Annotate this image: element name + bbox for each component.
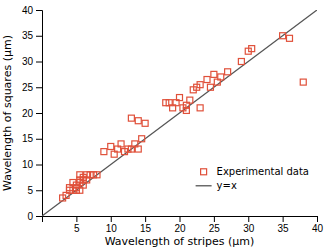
tick-mark — [36, 165, 42, 166]
tick-label: 15 — [140, 223, 152, 234]
tick-mark — [36, 62, 42, 63]
tick: 10 — [106, 216, 118, 234]
x-axis: 5 10 15 20 25 30 35 40 — [43, 216, 324, 234]
legend-label: y=x — [217, 180, 237, 191]
tick-mark — [317, 216, 318, 222]
y-axis-title: Wavelength of squares (μm) — [1, 35, 14, 191]
point — [225, 69, 231, 75]
line — [42, 10, 317, 216]
tick-mark — [214, 216, 215, 222]
tick-label: 20 — [22, 108, 34, 119]
point — [101, 149, 107, 155]
tick-mark — [36, 216, 42, 217]
tick: 40 — [312, 216, 324, 234]
point — [197, 82, 203, 88]
tick: 40 — [22, 5, 42, 16]
chart: 5 10 15 20 25 30 35 40 0 5 10 15 20 25 30 35 40 Experimen… — [0, 0, 331, 250]
tick-label: 40 — [312, 223, 324, 234]
tick-mark — [180, 216, 181, 222]
legend-swatch — [196, 185, 212, 186]
tick-label: 20 — [174, 223, 186, 234]
point — [177, 95, 183, 101]
tick: 20 — [22, 108, 42, 119]
tick-label: 25 — [209, 223, 221, 234]
tick: 15 — [140, 216, 152, 234]
tick-label: 35 — [278, 223, 290, 234]
point — [280, 33, 286, 39]
x-axis-title: Wavelength of stripes (μm) — [105, 235, 255, 248]
point — [287, 35, 293, 41]
point — [204, 77, 210, 83]
marks — [42, 10, 317, 216]
tick-label: 30 — [243, 223, 255, 234]
tick: 0 — [27, 211, 42, 222]
tick-mark — [36, 113, 42, 114]
tick-label: 25 — [22, 82, 34, 93]
point — [142, 120, 148, 126]
tick-mark — [36, 139, 42, 140]
axis-line — [36, 11, 43, 217]
tick: 5 — [74, 216, 80, 234]
tick-label: 10 — [106, 223, 118, 234]
tick-label: 0 — [27, 211, 33, 222]
point — [207, 84, 213, 90]
tick: 10 — [22, 159, 42, 170]
tick: 20 — [174, 216, 186, 234]
y-axis: 0 5 10 15 20 25 30 35 40 — [22, 5, 43, 222]
tick-mark — [36, 10, 42, 11]
tick-label: 35 — [22, 30, 34, 41]
tick-label: 30 — [22, 56, 34, 67]
tick-mark — [36, 36, 42, 37]
point — [135, 146, 141, 152]
tick-label: 5 — [74, 223, 80, 234]
tick-label: 15 — [22, 133, 34, 144]
tick-mark — [36, 87, 42, 88]
tick-mark — [111, 216, 112, 222]
point — [94, 172, 100, 178]
point — [128, 115, 134, 121]
tick-label: 10 — [22, 159, 34, 170]
point — [218, 74, 224, 80]
point — [238, 59, 244, 65]
tick-mark — [36, 190, 42, 191]
point — [197, 105, 203, 111]
tick: 25 — [22, 82, 42, 93]
tick-label: 40 — [22, 5, 34, 16]
tick: 5 — [27, 185, 42, 196]
axis-line — [43, 217, 318, 223]
plot: 5 10 15 20 25 30 35 40 0 5 10 15 20 25 30 35 40 Experimen… — [22, 5, 324, 234]
tick-mark — [76, 216, 77, 222]
point — [249, 46, 255, 52]
legend-item: y=x — [196, 180, 237, 191]
tick: 15 — [22, 133, 42, 144]
point — [300, 79, 306, 85]
point — [211, 71, 217, 77]
point — [139, 136, 145, 142]
legend: Experimental data y=x — [196, 166, 309, 191]
tick-mark — [283, 216, 284, 222]
legend-swatch — [201, 169, 207, 175]
point — [135, 118, 141, 124]
legend-label: Experimental data — [217, 166, 309, 177]
tick-mark — [145, 216, 146, 222]
point — [187, 97, 193, 103]
tick: 30 — [243, 216, 255, 234]
tick: 30 — [22, 56, 42, 67]
point — [118, 141, 124, 147]
tick: 35 — [278, 216, 290, 234]
tick: 25 — [209, 216, 221, 234]
legend-item: Experimental data — [201, 166, 309, 177]
point — [108, 143, 114, 149]
tick: 35 — [22, 30, 42, 41]
tick-mark — [248, 216, 249, 222]
tick-label: 5 — [27, 185, 33, 196]
